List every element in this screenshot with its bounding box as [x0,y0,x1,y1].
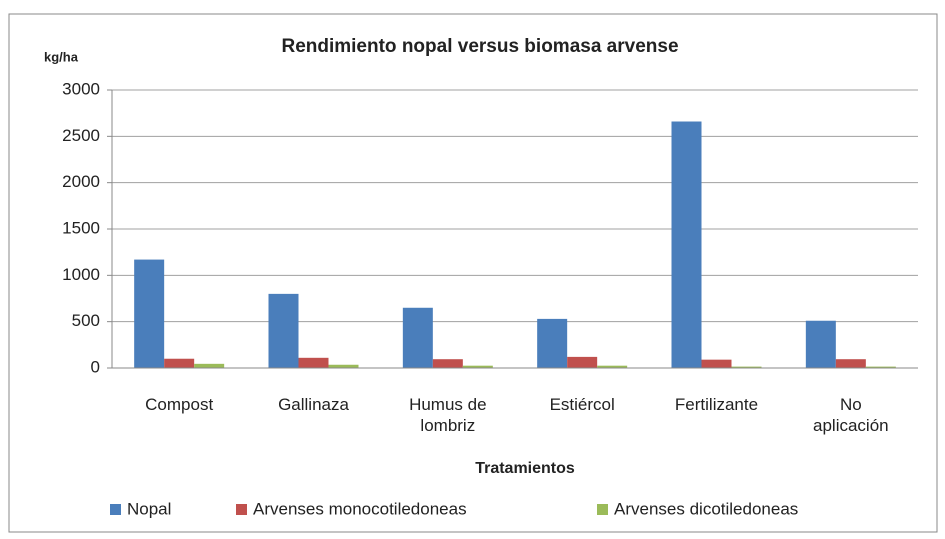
legend-swatch [110,504,121,515]
legend-swatch [236,504,247,515]
y-tick-label: 3000 [62,79,100,98]
bar [328,364,359,368]
legend-label: Nopal [127,499,171,518]
y-tick-label: 0 [91,357,100,376]
x-tick-label: Humus de lombriz [409,395,487,435]
bar [597,365,628,368]
bar [268,293,299,368]
x-tick-label: Fertilizante [674,395,759,414]
bar [462,365,493,368]
legend-label: Arvenses dicotiledoneas [614,499,798,518]
x-tick-label: Gallinaza [278,395,349,414]
bar [537,318,568,368]
bar [671,121,702,368]
bar [701,359,732,368]
bar [164,358,195,368]
bar [731,366,762,368]
bar [402,307,433,368]
y-tick-label: 1000 [62,265,100,284]
x-axis-title: Tratamientos [475,460,575,477]
y-tick-label: 2500 [62,126,100,145]
bar [835,359,866,368]
y-tick-label: 1500 [62,218,100,237]
y-axis-title: kg/ha [44,49,79,64]
legend-label: Arvenses monocotiledoneas [253,499,467,518]
bar [194,363,225,368]
x-tick-label: Compost [145,395,214,414]
bar [298,357,329,368]
y-tick-label: 500 [72,311,100,330]
y-tick-label: 2000 [62,172,100,191]
x-tick-label: No aplicación [813,395,889,435]
legend-swatch [597,504,608,515]
bar [865,366,896,368]
bar [134,259,165,368]
bar [567,356,598,368]
bar [432,359,463,368]
x-tick-label: Estiércol [549,395,615,414]
chart-title: Rendimiento nopal versus biomasa arvense [281,36,678,57]
bar [805,320,836,368]
